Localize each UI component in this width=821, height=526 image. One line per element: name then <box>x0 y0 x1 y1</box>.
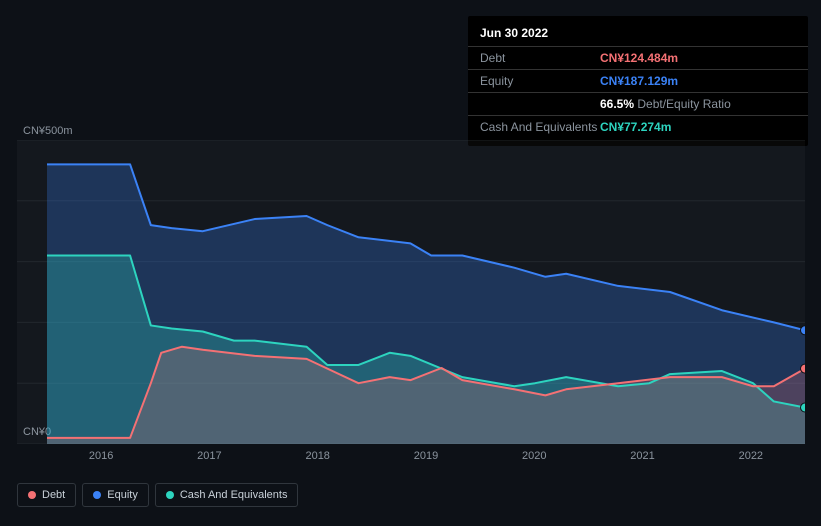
tooltip-date: Jun 30 2022 <box>468 24 808 46</box>
legend-label-debt: Debt <box>42 489 65 501</box>
tooltip-row-ratio: 66.5% Debt/Equity Ratio <box>468 92 808 115</box>
legend-swatch-cash <box>166 491 174 499</box>
tooltip-debt-value: CN¥124.484m <box>600 49 678 67</box>
tooltip-row-equity: Equity CN¥187.129m <box>468 69 808 92</box>
chart-plot-area[interactable] <box>17 140 805 444</box>
xaxis-tick: 2018 <box>264 450 372 462</box>
tooltip-cash-value: CN¥77.274m <box>600 118 671 136</box>
tooltip-panel: Jun 30 2022 Debt CN¥124.484m Equity CN¥1… <box>468 16 808 146</box>
legend-item-debt[interactable]: Debt <box>17 483 76 507</box>
legend-item-cash[interactable]: Cash And Equivalents <box>155 483 299 507</box>
legend-swatch-debt <box>28 491 36 499</box>
tooltip-row-debt: Debt CN¥124.484m <box>468 46 808 69</box>
xaxis-labels: 2016201720182019202020212022 <box>47 450 805 462</box>
tooltip-row-cash: Cash And Equivalents CN¥77.274m <box>468 115 808 138</box>
tooltip-debt-label: Debt <box>480 49 600 67</box>
tooltip-equity-label: Equity <box>480 72 600 90</box>
tooltip-ratio-pct: 66.5% <box>600 97 634 111</box>
legend-label-cash: Cash And Equivalents <box>180 489 288 501</box>
tooltip-ratio-label: Debt/Equity Ratio <box>637 97 730 111</box>
legend: Debt Equity Cash And Equivalents <box>17 483 298 507</box>
yaxis-label-top: CN¥500m <box>23 125 73 137</box>
tooltip-cash-label: Cash And Equivalents <box>480 118 600 136</box>
xaxis-tick: 2022 <box>697 450 805 462</box>
xaxis-tick: 2017 <box>155 450 263 462</box>
legend-item-equity[interactable]: Equity <box>82 483 149 507</box>
tooltip-equity-value: CN¥187.129m <box>600 72 678 90</box>
legend-swatch-equity <box>93 491 101 499</box>
xaxis-tick: 2021 <box>588 450 696 462</box>
endpoint-cash <box>801 403 806 412</box>
chart-svg <box>17 140 805 444</box>
xaxis-tick: 2016 <box>47 450 155 462</box>
legend-label-equity: Equity <box>107 489 138 501</box>
xaxis-tick: 2019 <box>372 450 480 462</box>
endpoint-equity <box>801 326 806 335</box>
endpoint-debt <box>801 364 806 373</box>
xaxis-tick: 2020 <box>480 450 588 462</box>
